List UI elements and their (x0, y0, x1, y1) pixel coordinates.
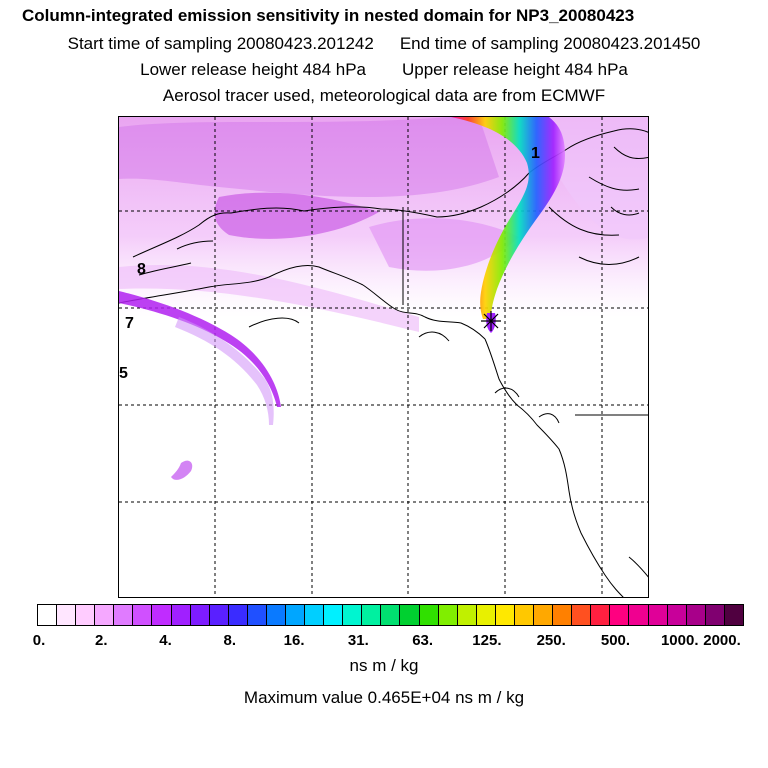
colorbar-tick-label: 2. (95, 632, 108, 649)
colorbar-units: ns m / kg (349, 656, 419, 675)
colorbar-segment (495, 605, 515, 625)
colorbar-tick-label: 125. (472, 632, 502, 649)
colorbar-segment (190, 605, 210, 625)
release-height-row: Lower release height 484 hPa Upper releas… (0, 60, 768, 80)
colorbar-segment (476, 605, 496, 625)
colorbar (37, 604, 744, 626)
colorbar-segment (457, 605, 477, 625)
colorbar-segment (572, 605, 592, 625)
colorbar-tick-label: 31. (347, 632, 369, 649)
colorbar-segment (228, 605, 248, 625)
colorbar-segment (705, 605, 725, 625)
haze-right-top (549, 117, 648, 240)
colorbar-segment (76, 605, 96, 625)
colorbar-segment (95, 605, 115, 625)
colorbar-segment (553, 605, 573, 625)
colorbar-segment (667, 605, 687, 625)
plume-isolated-blob (171, 460, 193, 480)
plume-label-8: 8 (137, 261, 146, 278)
colorbar-tick-label: 0. (32, 632, 46, 649)
colorbar-tick-label: 500. (600, 632, 631, 649)
colorbar-segment (610, 605, 630, 625)
graticule (119, 117, 648, 597)
plume-5-streak (175, 317, 274, 425)
end-time-label: End time of sampling 20080423.201450 (399, 34, 701, 53)
plume-label-1: 1 (531, 145, 540, 162)
tracer-label: Aerosol tracer used, meteorological data… (162, 86, 606, 105)
haze-southern-streak (119, 265, 419, 332)
plot-title: Column-integrated emission sensitivity i… (22, 6, 635, 25)
plume-1-ribbon (451, 117, 565, 319)
colorbar-segment (114, 605, 134, 625)
colorbar-segment (381, 605, 401, 625)
map-canvas (119, 117, 648, 597)
colorbar-segment (648, 605, 668, 625)
colorbar-segment (57, 605, 77, 625)
release-star-icon (481, 311, 501, 331)
colorbar-segment (171, 605, 191, 625)
haze-band-mid (214, 192, 379, 239)
coastline (119, 128, 648, 597)
colorbar-segment (343, 605, 363, 625)
colorbar-segment (419, 605, 439, 625)
colorbar-segment (534, 605, 554, 625)
haze-band-east (369, 218, 519, 271)
colorbar-tick-label: 2000. (703, 632, 741, 649)
colorbar-segment (362, 605, 382, 625)
sampling-time-row: Start time of sampling 20080423.201242 En… (0, 34, 768, 54)
colorbar-tick-label: 4. (159, 632, 172, 649)
colorbar-tick-label: 250. (536, 632, 566, 649)
colorbar-tick-label: 16. (283, 632, 305, 649)
colorbar-segment (724, 605, 743, 625)
colorbar-segment (266, 605, 287, 625)
colorbar-segment (400, 605, 420, 625)
map-panel: 1 8 7 5 (118, 116, 649, 598)
colorbar-segment (38, 605, 58, 625)
colorbar-segment (686, 605, 706, 625)
colorbar-segment (629, 605, 649, 625)
lower-release-label: Lower release height 484 hPa (140, 60, 366, 79)
colorbar-tick-label: 1000. (660, 632, 699, 649)
colorbar-segment (247, 605, 267, 625)
plume-label-7: 7 (125, 315, 134, 332)
colorbar-tick-label: 63. (412, 632, 434, 649)
start-time-label: Start time of sampling 20080423.201242 (67, 34, 374, 53)
upper-release-label: Upper release height 484 hPa (402, 60, 628, 79)
colorbar-tick-label: 8. (223, 632, 237, 649)
colorbar-segment (209, 605, 229, 625)
colorbar-segment (438, 605, 458, 625)
plume-label-5: 5 (119, 365, 128, 382)
colorbar-segment (133, 605, 153, 625)
haze-band-upper (119, 117, 499, 197)
colorbar-segment (286, 605, 306, 625)
colorbar-segment (514, 605, 535, 625)
colorbar-segment (591, 605, 611, 625)
max-value-label: Maximum value 0.465E+04 ns m / kg (243, 688, 525, 707)
colorbar-segment (152, 605, 172, 625)
plume-7-streak (119, 291, 281, 407)
colorbar-segment (305, 605, 325, 625)
colorbar-segment (324, 605, 344, 625)
